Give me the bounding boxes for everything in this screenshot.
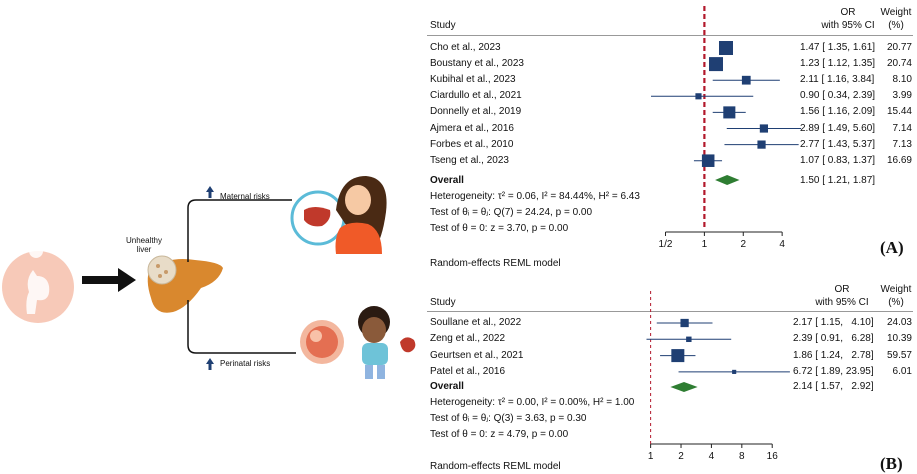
study-weight: 59.57 [886, 349, 912, 361]
x-axis-tick-label: 2 [740, 239, 746, 250]
branch-lines [187, 199, 296, 354]
study-weight: 3.99 [892, 90, 912, 102]
study-ci: 1.56 [ 1.16, 2.09] [800, 106, 876, 118]
maternal-risks-label: Maternal risks [220, 192, 270, 201]
liver-icon [147, 255, 223, 313]
x-axis-tick-label: 4 [779, 239, 785, 250]
overall-ci: 1.50 [ 1.21, 1.87] [800, 175, 876, 186]
study-name: Boustany et al., 2023 [430, 58, 524, 70]
heterogeneity-stat: Heterogeneity: τ² = 0.00, I² = 0.00%, H²… [430, 397, 635, 408]
pregnancy-icon [2, 244, 74, 323]
study-name: Donnelly et al., 2019 [430, 106, 522, 118]
study-ci: 6.72 [ 1.89, 23.95] [793, 365, 874, 377]
study-marker [686, 336, 692, 343]
mother-icon [290, 176, 387, 254]
study-ci: 1.07 [ 0.83, 1.37] [800, 154, 876, 166]
study-weight: 7.13 [892, 138, 912, 150]
unhealthy-liver-label: Unhealthy liver [125, 236, 163, 254]
study-marker [732, 369, 737, 374]
header-divider [427, 311, 913, 312]
weight-header: Weight [880, 7, 912, 18]
x-axis-tick-label: 1 [648, 451, 654, 462]
study-ci: 2.77 [ 1.43, 5.37] [800, 138, 876, 150]
weight-unit-header: (%) [888, 20, 904, 31]
study-name: Patel et al., 2016 [430, 365, 506, 377]
weight-header: Weight [880, 284, 912, 295]
study-ci: 0.90 [ 0.34, 2.39] [800, 90, 876, 102]
model-label: Random-effects REML model [430, 461, 561, 472]
or-header: OR [834, 284, 850, 295]
study-name: Cho et al., 2023 [430, 42, 501, 53]
overall-diamond [715, 175, 740, 185]
child-icon [300, 306, 416, 379]
maternal-liver-illustration [2, 176, 416, 379]
study-name: Tseng et al., 2023 [430, 154, 509, 166]
study-name: Geurtsen et al., 2021 [430, 349, 524, 361]
model-label: Random-effects REML model [430, 258, 561, 269]
study-ci: 1.23 [ 1.12, 1.35] [800, 58, 876, 70]
study-name: Ajmera et al., 2016 [430, 122, 514, 134]
study-weight: 10.39 [886, 333, 912, 345]
overall-diamond [670, 382, 698, 392]
x-axis-tick-label: 16 [767, 451, 779, 462]
study-ci: 1.47 [ 1.35, 1.61] [800, 42, 876, 53]
study-weight: 15.44 [886, 106, 912, 118]
study-marker [701, 154, 715, 167]
study-header: Study [430, 297, 456, 308]
x-axis-tick-label: 4 [709, 451, 715, 462]
panel-label-a: (A) [880, 238, 904, 257]
study-marker [757, 140, 766, 149]
study-name: Soullane et al., 2022 [430, 317, 522, 328]
overall-ci: 2.14 [ 1.57, 2.92] [793, 381, 874, 392]
study-marker [718, 41, 733, 55]
study-name: Ciardullo et al., 2021 [430, 90, 522, 102]
study-weight: 7.14 [892, 122, 912, 134]
or-header: OR [840, 7, 856, 18]
q-test-stat: Test of θᵢ = θⱼ: Q(3) = 3.63, p = 0.30 [430, 413, 587, 424]
x-axis-tick-label: 1 [702, 239, 708, 250]
study-marker [671, 349, 685, 363]
study-weight: 20.77 [886, 42, 912, 53]
x-axis-tick-label: 2 [678, 451, 684, 462]
study-weight: 8.10 [892, 74, 912, 86]
study-ci: 2.39 [ 0.91, 6.28] [793, 333, 874, 345]
x-axis-tick-label: 8 [739, 451, 745, 462]
forest-plot-a-canvas: 1/2 1 2 4 [651, 6, 802, 250]
overall-label: Overall [430, 175, 464, 186]
q-test-stat: Test of θᵢ = θⱼ: Q(7) = 24.24, p = 0.00 [430, 207, 593, 218]
study-ci: 2.11 [ 1.16, 3.84] [800, 74, 875, 86]
z-test-stat: Test of θ = 0: z = 4.79, p = 0.00 [430, 429, 569, 440]
study-marker [695, 93, 702, 100]
heterogeneity-stat: Heterogeneity: τ² = 0.06, I² = 84.44%, H… [430, 191, 640, 202]
x-axis-tick-label: 1/2 [659, 239, 673, 250]
study-name: Zeng et al., 2022 [430, 333, 506, 345]
study-marker [709, 57, 723, 72]
ci-header: with 95% CI [815, 297, 869, 308]
study-marker [680, 318, 689, 328]
study-weight: 20.74 [886, 58, 912, 70]
study-marker [759, 124, 769, 133]
study-ci: 2.89 [ 1.49, 5.60] [800, 122, 876, 134]
perinatal-risks-label: Perinatal risks [220, 359, 271, 368]
study-marker [723, 106, 736, 119]
overall-label: Overall [430, 381, 464, 392]
study-weight: 16.69 [886, 154, 912, 166]
ci-header: with 95% CI [821, 20, 875, 31]
header-divider [427, 35, 913, 36]
study-name: Kubihal et al., 2023 [430, 74, 516, 86]
study-marker [741, 75, 751, 85]
panel-label-b: (B) [880, 454, 903, 473]
study-weight: 24.03 [886, 317, 912, 328]
right-arrow-icon [82, 268, 136, 292]
study-ci: 2.17 [ 1.15, 4.10] [793, 317, 874, 328]
study-header: Study [430, 20, 456, 31]
z-test-stat: Test of θ = 0: z = 3.70, p = 0.00 [430, 223, 569, 234]
weight-unit-header: (%) [888, 297, 904, 308]
up-arrow-icon [206, 358, 214, 370]
study-weight: 6.01 [892, 365, 912, 377]
up-arrow-icon [206, 186, 214, 198]
study-name: Forbes et al., 2010 [430, 138, 514, 150]
study-ci: 1.86 [ 1.24, 2.78] [793, 349, 874, 361]
